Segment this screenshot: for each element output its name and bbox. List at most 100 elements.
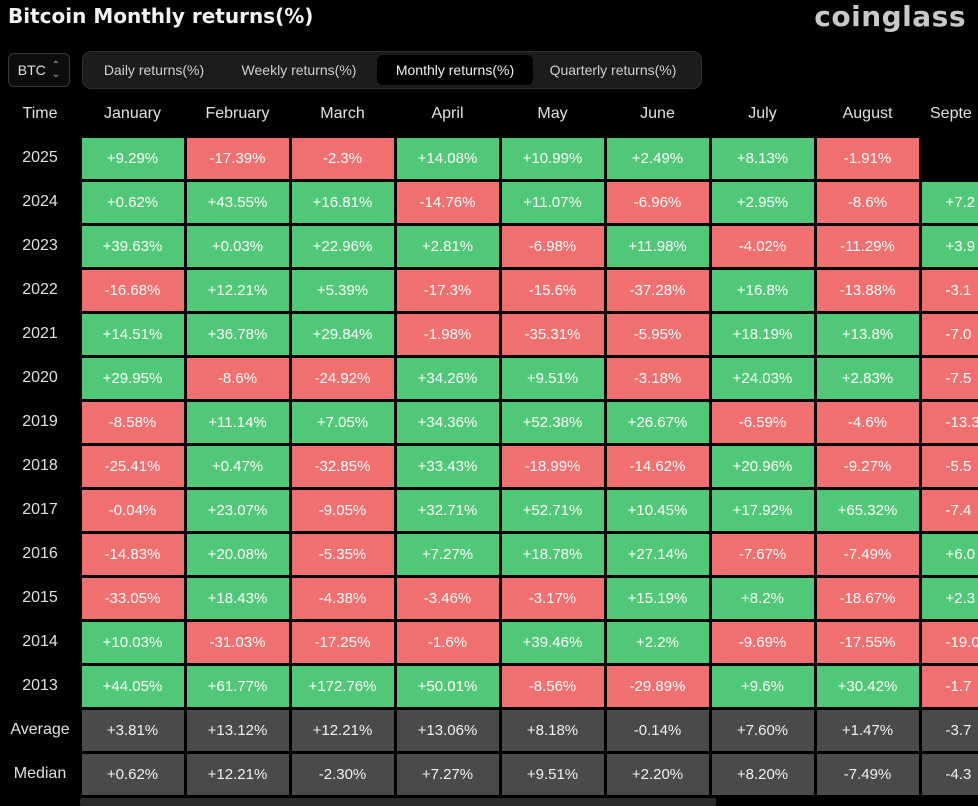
return-cell: +15.19% [606,577,709,619]
return-cell: -17.39% [186,137,289,179]
return-cell: +11.14% [186,401,289,443]
return-cell: -2.3% [291,137,394,179]
horizontal-scrollbar[interactable] [80,798,716,806]
stat-cell: -3.7 [921,709,978,751]
return-cell: +65.32% [816,489,919,531]
coin-select-value: BTC [17,62,46,78]
chevron-up-down-icon: ⌃ ⌄ [51,60,61,80]
return-cell: -8.58% [81,401,184,443]
return-cell: +11.07% [501,181,604,223]
return-cell: -11.29% [816,225,919,267]
month-header: June [640,105,675,122]
return-cell: +8.2% [711,577,814,619]
return-cell: +18.78% [501,533,604,575]
stat-cell: +8.18% [501,709,604,751]
tab-monthly-returns[interactable]: Monthly returns(%) [377,55,533,85]
time-column-header: Time [22,105,58,122]
return-cell: +52.38% [501,401,604,443]
stat-cell: -2.30% [291,753,394,795]
stat-cell: +7.60% [711,709,814,751]
year-label: 2015 [22,589,58,606]
return-cell: -13.3 [921,401,978,443]
return-cell: +52.71% [501,489,604,531]
coinglass-logo: coinglass [814,0,966,33]
return-cell: -33.05% [81,577,184,619]
return-cell: +9.29% [81,137,184,179]
return-cell: -9.05% [291,489,394,531]
return-cell: +26.67% [606,401,709,443]
month-header: July [748,105,777,122]
stat-cell: +0.62% [81,753,184,795]
stat-cell: +8.20% [711,753,814,795]
return-cell: +36.78% [186,313,289,355]
return-cell: -7.0 [921,313,978,355]
return-cell: -13.88% [816,269,919,311]
return-cell: +30.42% [816,665,919,707]
return-cell: -3.1 [921,269,978,311]
stat-cell: -0.14% [606,709,709,751]
return-cell: +5.39% [291,269,394,311]
return-cell: -29.89% [606,665,709,707]
return-cell: +10.03% [81,621,184,663]
stat-cell: +3.81% [81,709,184,751]
stat-cell: +12.21% [291,709,394,751]
return-cell: +33.43% [396,445,499,487]
return-cell: +172.76% [291,665,394,707]
return-cell: -8.6% [186,357,289,399]
return-cell: +9.6% [711,665,814,707]
return-cell: +2.81% [396,225,499,267]
return-cell: -14.62% [606,445,709,487]
return-cell: +2.95% [711,181,814,223]
month-header: January [104,105,161,122]
return-cell: +10.45% [606,489,709,531]
month-header: March [320,105,365,122]
return-cell: -14.83% [81,533,184,575]
return-cell: -15.6% [501,269,604,311]
return-cell: -16.68% [81,269,184,311]
return-cell: +20.96% [711,445,814,487]
return-cell: +11.98% [606,225,709,267]
stat-cell: -7.49% [816,753,919,795]
return-cell: +7.05% [291,401,394,443]
tab-daily-returns[interactable]: Daily returns(%) [103,62,205,78]
month-header: Septe [930,105,972,122]
return-cell: +20.08% [186,533,289,575]
month-header: May [537,105,568,122]
return-cell: +2.49% [606,137,709,179]
tab-weekly-returns[interactable]: Weekly returns(%) [241,62,357,78]
year-label: 2016 [22,545,58,562]
return-cell: -7.67% [711,533,814,575]
return-cell: +3.9 [921,225,978,267]
return-cell: +39.46% [501,621,604,663]
return-cell: +50.01% [396,665,499,707]
return-cell: -6.59% [711,401,814,443]
return-cell: +34.26% [396,357,499,399]
return-cell: -35.31% [501,313,604,355]
month-header: April [431,105,464,122]
return-cell: +2.2% [606,621,709,663]
return-cell: -3.46% [396,577,499,619]
year-label: 2022 [22,281,58,298]
return-cell: -5.5 [921,445,978,487]
return-cell: +18.43% [186,577,289,619]
tab-quarterly-returns[interactable]: Quarterly returns(%) [549,62,677,78]
year-label: 2013 [22,677,58,694]
stat-cell: +13.12% [186,709,289,751]
year-label: 2014 [22,633,58,650]
return-cell: -32.85% [291,445,394,487]
return-cell: +24.03% [711,357,814,399]
return-cell: -3.18% [606,357,709,399]
return-cell: +0.03% [186,225,289,267]
return-cell: -0.04% [81,489,184,531]
return-cell [922,138,978,179]
return-cell: +29.84% [291,313,394,355]
coin-select[interactable]: BTC ⌃ ⌄ [8,53,70,87]
return-cell: +34.36% [396,401,499,443]
return-cell: -5.35% [291,533,394,575]
return-cell: -17.55% [816,621,919,663]
return-cell: +13.8% [816,313,919,355]
return-cell: +8.13% [711,137,814,179]
return-cell: -1.98% [396,313,499,355]
return-cell: -4.6% [816,401,919,443]
return-cell: -7.5 [921,357,978,399]
